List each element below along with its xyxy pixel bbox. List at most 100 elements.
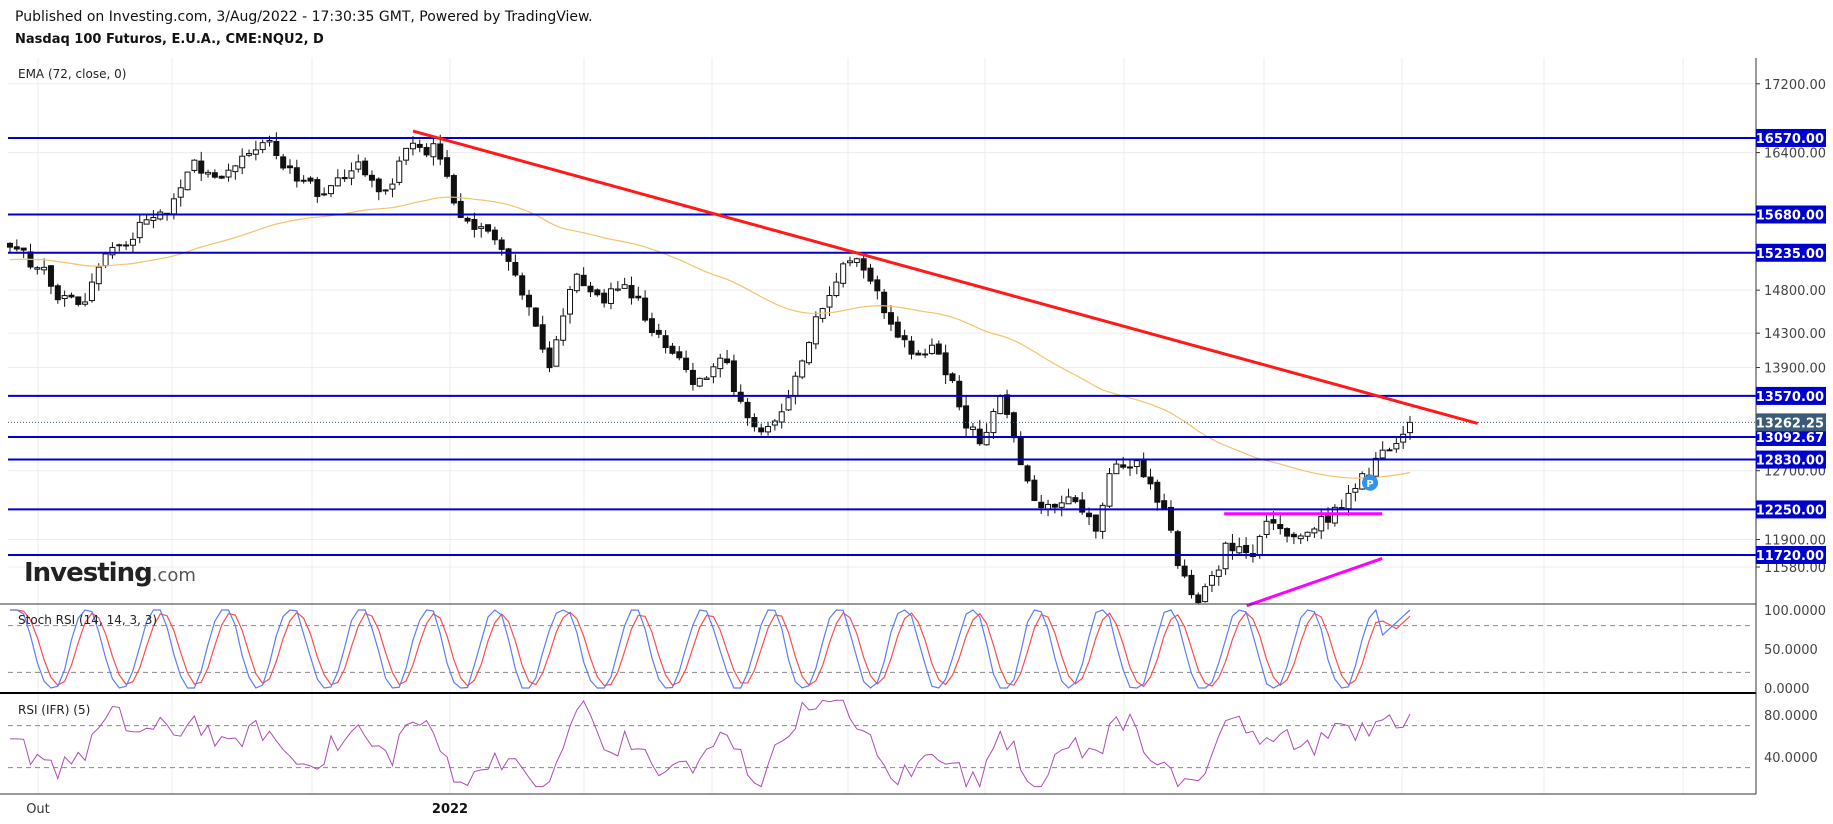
stoch-tick-label: 50.0000 (1764, 643, 1818, 658)
candle-body (505, 248, 512, 262)
stoch-k-line (10, 608, 1411, 689)
level-badge-label: 15235.00 (1756, 247, 1824, 262)
candle-body (853, 258, 860, 263)
candle-body (683, 357, 690, 371)
candle-body (362, 160, 369, 176)
candle-body (601, 292, 608, 304)
candle-body (928, 344, 935, 354)
candle-body (314, 179, 321, 197)
candle-body (1181, 565, 1188, 577)
candle-body (806, 342, 813, 364)
ema-line (9, 196, 1411, 479)
trendline (412, 129, 1479, 425)
candle-body (655, 329, 662, 335)
price-tick-label: 16400.00 (1764, 147, 1826, 162)
candle-body (1004, 394, 1011, 415)
level-badge (1756, 205, 1826, 224)
rsi-tick-label: 80.0000 (1764, 709, 1818, 724)
candle-body (478, 226, 485, 229)
level-badge-label: 11720.00 (1756, 549, 1824, 564)
candle-body (485, 224, 492, 232)
candle-body (1113, 463, 1120, 475)
candle-body (1338, 507, 1345, 510)
candle-body (47, 265, 54, 287)
candle-body (1270, 519, 1277, 524)
candle-body (771, 420, 778, 426)
candle-body (266, 140, 273, 143)
candle-body (13, 246, 20, 250)
candle-body (997, 395, 1004, 415)
candle-body (894, 321, 901, 338)
rsi-tick-label: 40.0000 (1764, 751, 1818, 766)
candle-body (327, 185, 334, 195)
candle-body (464, 217, 471, 222)
candle-body (1161, 500, 1168, 511)
candle-body (785, 397, 792, 411)
candle-body (355, 161, 362, 170)
price-tick-label: 13900.00 (1764, 362, 1826, 377)
candle-body (498, 239, 505, 250)
candle-body (191, 159, 198, 171)
candle-body (580, 274, 587, 287)
candle-body (532, 307, 539, 327)
candle-body (450, 175, 457, 204)
candle-body (942, 352, 949, 376)
candle-body (614, 288, 621, 291)
candle-body (82, 301, 89, 305)
x-axis-label: 2022 (432, 802, 468, 817)
candle-body (607, 288, 614, 304)
candle-body (1133, 460, 1140, 468)
candle-body (471, 218, 478, 230)
candle-body (129, 238, 136, 246)
current-price-label: 13262.25 (1756, 416, 1824, 431)
candle-body (1092, 514, 1099, 532)
candle-body (560, 315, 567, 341)
level-badge-label: 16570.00 (1756, 132, 1824, 147)
price-tick-label: 17200.00 (1764, 78, 1826, 93)
candle-body (983, 431, 990, 446)
candle-body (969, 426, 976, 430)
level-badge-label: 15680.00 (1756, 208, 1824, 223)
candle-body (444, 157, 451, 177)
candle-body (1277, 524, 1284, 530)
candle-body (635, 295, 642, 299)
candle-body (437, 143, 444, 160)
current-price-badge (1756, 413, 1826, 432)
stoch-tick-label: 100.0000 (1764, 604, 1826, 619)
candle-body (1072, 497, 1079, 503)
candle-body (68, 294, 75, 298)
candle-body (218, 175, 225, 179)
candle-body (116, 244, 123, 247)
candle-body (239, 155, 246, 169)
candle-body (1229, 542, 1236, 552)
candle-body (382, 189, 389, 192)
stoch-d-line (10, 609, 1411, 688)
candle-body (389, 183, 396, 190)
candle-body (41, 266, 48, 271)
candle-body (1051, 503, 1058, 508)
candle-body (396, 160, 403, 183)
level-badge (1756, 450, 1826, 469)
candle-body (689, 369, 696, 385)
candle-body (908, 340, 915, 355)
candle-body (61, 295, 68, 300)
candle-body (205, 171, 212, 175)
candle-body (956, 380, 963, 408)
candle-body (730, 360, 737, 392)
candle-body (553, 339, 560, 367)
candle-body (751, 417, 758, 428)
candle-body (109, 246, 116, 256)
candle-body (1400, 433, 1407, 443)
candle-body (648, 318, 655, 334)
price-tick-label: 14300.00 (1764, 327, 1826, 342)
candle-body (123, 244, 130, 247)
price-tick-label: 11580.00 (1764, 561, 1826, 576)
logo-main: Investing (24, 558, 153, 588)
level-badge (1756, 128, 1826, 147)
candle-body (1325, 515, 1332, 523)
candle-body (867, 267, 874, 282)
ema-label: EMA (72, close, 0) (18, 67, 126, 81)
candle-body (211, 172, 218, 178)
candle-body (225, 169, 232, 178)
